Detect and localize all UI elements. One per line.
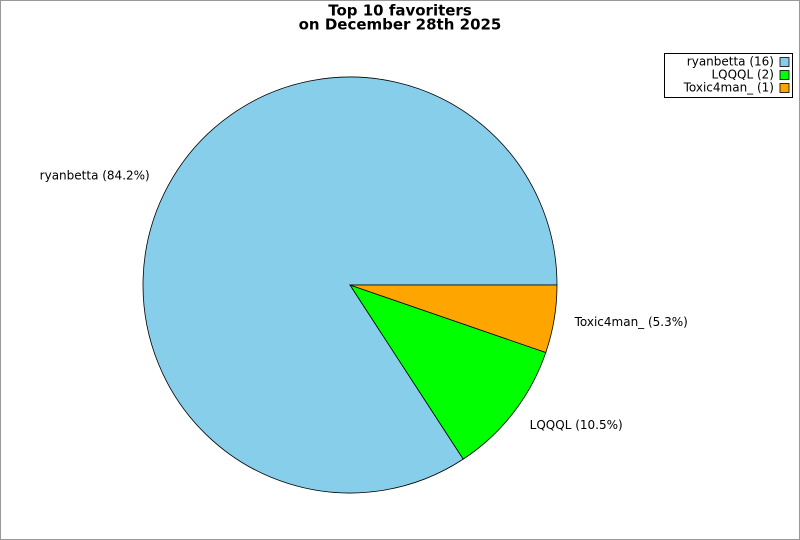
legend-swatch <box>779 70 790 80</box>
legend-label: Toxic4man_ (1) <box>683 81 774 95</box>
chart-title: on December 28th 2025 <box>299 16 502 34</box>
legend-box <box>664 53 793 98</box>
slice-label: LQQQL (10.5%) <box>530 418 623 432</box>
slice-label: Toxic4man_ (5.3%) <box>574 315 688 329</box>
legend-swatch <box>779 83 790 93</box>
slice-label: ryanbetta (84.2%) <box>40 169 150 183</box>
legend-swatch <box>779 57 790 67</box>
chart-title: Top 10 favoriters <box>328 2 472 20</box>
legend-label: LQQQL (2) <box>711 68 774 82</box>
pie-slice <box>142 76 558 494</box>
pie-slice <box>349 284 547 460</box>
pie-slice <box>349 284 558 354</box>
legend-label: ryanbetta (16) <box>687 55 774 69</box>
